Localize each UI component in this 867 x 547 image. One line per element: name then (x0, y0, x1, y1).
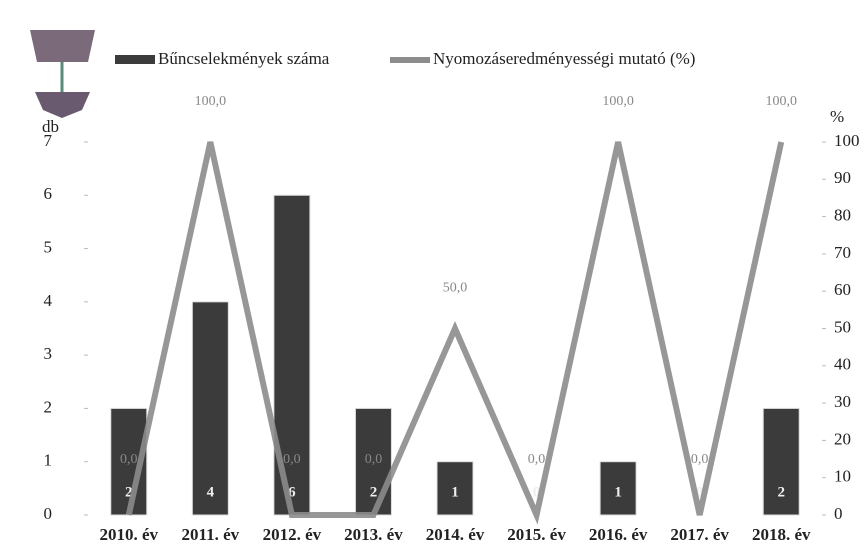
bar (762, 407, 800, 516)
y-tick-label: 5 (44, 237, 53, 256)
line (125, 141, 785, 525)
line-value-label: 100,0 (765, 94, 797, 109)
y-tick-label: 1 (44, 451, 53, 470)
legend-label: Bűncselekmények száma (158, 49, 330, 68)
x-tick-label: 2015. év (507, 525, 566, 544)
y2-tick-label: 80 (834, 206, 851, 225)
legend-swatch (115, 55, 155, 64)
bar (436, 461, 474, 516)
bar-value-label: 1 (614, 484, 622, 500)
y2-tick-label: 70 (834, 243, 851, 262)
y-tick-label: 7 (44, 131, 53, 150)
y2-tick-label: 100 (834, 131, 860, 150)
y-tick-label: 0 (44, 504, 53, 523)
bar-value-label: 0 (533, 484, 541, 500)
line-value-label: 0,0 (283, 452, 301, 467)
x-tick-label: 2018. év (752, 525, 811, 544)
legend-label: Nyomozáseredményességi mutató (%) (433, 49, 695, 68)
y2-tick-label: 30 (834, 392, 851, 411)
bar-value-label: 4 (207, 484, 215, 500)
line-value-label: 0,0 (120, 452, 138, 467)
x-tick-label: 2016. év (589, 525, 648, 544)
y2-tick-label: 40 (834, 355, 851, 374)
y2-tick-label: 90 (834, 168, 851, 187)
y2-axis-label: % (830, 107, 844, 126)
y2-tick-label: 50 (834, 317, 851, 336)
bar-value-label: 1 (451, 484, 459, 500)
bar-value-label: 2 (777, 484, 785, 500)
y-tick-label: 2 (44, 397, 53, 416)
line-value-label: 0,0 (528, 452, 546, 467)
y-tick-label: 6 (44, 184, 53, 203)
bar-value-label: 2 (125, 484, 133, 500)
bar-value-label: 0 (696, 484, 704, 500)
y2-tick-label: 0 (834, 504, 843, 523)
x-tick-label: 2010. év (100, 525, 159, 544)
line-value-label: 100,0 (602, 94, 634, 109)
logo (30, 30, 95, 118)
x-tick-label: 2013. év (344, 525, 403, 544)
y-tick-label: 3 (44, 344, 53, 363)
x-tick-label: 2011. év (182, 525, 240, 544)
line-value-label: 0,0 (365, 452, 383, 467)
x-tick-label: 2014. év (426, 525, 485, 544)
bar-value-label: 6 (288, 484, 296, 500)
bar-value-label: 2 (370, 484, 378, 500)
line-value-label: 0,0 (691, 452, 709, 467)
line-value-label: 50,0 (443, 281, 468, 296)
line-value-label: 100,0 (195, 94, 227, 109)
y-axis-label: db (42, 117, 59, 136)
y2-tick-label: 60 (834, 280, 851, 299)
bar (354, 407, 392, 516)
bar (191, 301, 229, 516)
bar (599, 461, 637, 516)
y-tick-label: 4 (44, 291, 53, 310)
y2-tick-label: 10 (834, 467, 851, 486)
y2-tick-label: 20 (834, 429, 851, 448)
x-tick-label: 2017. év (670, 525, 729, 544)
x-tick-label: 2012. év (263, 525, 322, 544)
